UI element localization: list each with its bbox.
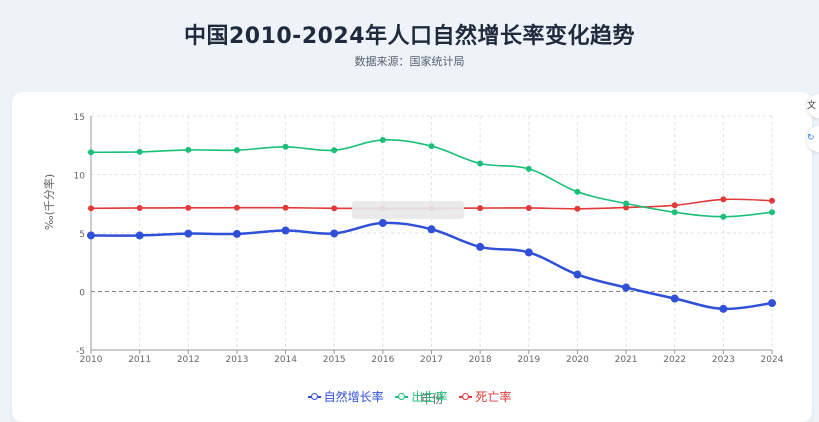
- y-tick-label: 15: [74, 113, 85, 123]
- data-point-1: [671, 209, 678, 216]
- x-tick-label: 2021: [615, 355, 638, 365]
- y-tick-label: 10: [74, 172, 86, 182]
- legend-label: 自然增长率: [323, 390, 384, 404]
- x-tick-label: 2020: [566, 355, 589, 365]
- data-point-0: [281, 226, 290, 235]
- data-point-0: [524, 248, 533, 257]
- data-point-0: [330, 229, 339, 238]
- legend-item-natural-growth[interactable]: 自然增长率: [307, 388, 384, 405]
- y-tick-label: -5: [76, 347, 85, 357]
- data-point-0: [719, 304, 728, 313]
- x-tick-label: 2016: [371, 355, 394, 365]
- data-point-1: [233, 147, 240, 154]
- data-point-1: [769, 209, 775, 216]
- x-axis-label: 年份: [420, 392, 444, 406]
- data-point-0: [87, 231, 95, 240]
- data-point-1: [720, 213, 727, 220]
- data-point-0: [476, 242, 485, 251]
- data-point-2: [525, 204, 532, 211]
- data-point-1: [623, 200, 630, 207]
- y-tick-label: 0: [79, 289, 85, 299]
- blurred-watermark: [352, 201, 464, 219]
- x-tick-label: 2017: [420, 355, 443, 365]
- data-point-1: [379, 136, 386, 143]
- data-point-1: [185, 146, 192, 153]
- data-point-1: [136, 148, 143, 155]
- data-point-0: [378, 218, 387, 227]
- data-point-0: [135, 231, 144, 240]
- series-lines: [87, 136, 776, 313]
- data-point-1: [574, 188, 581, 195]
- page-title: 中国2010-2024年人口自然增长率变化趋势: [183, 24, 636, 49]
- x-tick-label: 2010: [80, 355, 103, 365]
- data-point-2: [720, 196, 727, 203]
- data-point-2: [477, 205, 484, 212]
- data-point-2: [282, 204, 289, 211]
- data-point-1: [88, 149, 94, 156]
- data-point-2: [233, 204, 240, 211]
- x-tick-label: 2015: [323, 355, 346, 365]
- x-tick-label: 2018: [469, 355, 492, 365]
- axes: -5 0 5 10 15 2010 2011 2012 2013 2014 2015 2016 2017…: [74, 113, 784, 365]
- chart-card: [12, 92, 812, 422]
- data-point-0: [768, 299, 776, 308]
- x-tick-label: 2019: [517, 355, 540, 365]
- legend-label: 死亡率: [475, 390, 512, 404]
- x-tick-label: 2011: [128, 355, 151, 365]
- refresh-button[interactable]: ↻: [807, 126, 819, 152]
- translate-button[interactable]: 文: [807, 94, 819, 118]
- legend-item-death-rate[interactable]: 死亡率: [459, 388, 511, 405]
- data-point-2: [331, 205, 338, 212]
- x-tick-label: 2014: [274, 355, 297, 365]
- data-point-1: [428, 143, 435, 150]
- data-point-2: [574, 205, 581, 212]
- x-tick-label: 2013: [225, 355, 248, 365]
- data-point-2: [671, 202, 678, 209]
- data-point-2: [185, 204, 192, 211]
- series-line-0: [90, 221, 773, 311]
- data-point-0: [670, 294, 679, 303]
- legend-label: 出生率: [411, 390, 448, 404]
- x-tick-label: 2022: [663, 355, 686, 365]
- data-point-0: [427, 225, 436, 234]
- y-tick-label: 5: [79, 230, 85, 240]
- data-point-0: [184, 229, 193, 238]
- x-tick-label: 2024: [761, 355, 784, 365]
- x-tick-label: 2023: [712, 355, 735, 365]
- legend: 自然增长率 出生率 死亡率: [0, 388, 819, 405]
- legend-item-birth-rate[interactable]: 出生率: [395, 388, 448, 405]
- data-point-1: [331, 147, 338, 154]
- data-point-0: [622, 283, 631, 292]
- line-chart: -5 0 5 10 15 2010 2011 2012 2013 2014 2015 2016 2017…: [42, 113, 784, 406]
- data-point-1: [282, 143, 289, 150]
- y-axis-label: ‰(千分率): [42, 174, 56, 230]
- x-tick-label: 2012: [177, 355, 200, 365]
- data-source: 数据来源：国家统计局: [354, 55, 465, 68]
- data-point-2: [136, 204, 143, 211]
- data-point-1: [525, 165, 532, 172]
- data-point-1: [477, 160, 484, 167]
- data-point-2: [769, 197, 775, 204]
- data-point-2: [88, 205, 94, 212]
- data-point-0: [573, 270, 582, 279]
- data-point-0: [232, 229, 241, 238]
